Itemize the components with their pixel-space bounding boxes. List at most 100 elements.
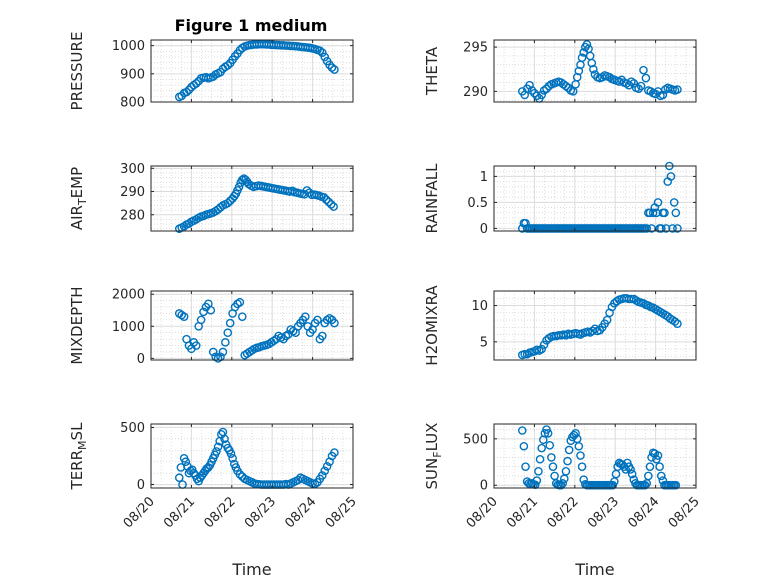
data-point — [564, 445, 574, 455]
y-axis-label: THETA — [423, 46, 441, 96]
y-tick-label: 5 — [480, 335, 488, 350]
data-point — [535, 454, 545, 464]
y-tick-label: 0 — [137, 352, 145, 367]
y-tick-label: 0 — [137, 478, 145, 493]
data-point — [661, 224, 671, 233]
data-point — [206, 305, 216, 315]
y-tick-label: 500 — [120, 421, 145, 436]
data-point — [181, 457, 191, 467]
y-tick-label: 800 — [120, 96, 145, 111]
data-point — [627, 294, 636, 304]
data-point — [319, 193, 329, 202]
y-tick-label: 290 — [463, 85, 488, 100]
data-point — [653, 198, 663, 207]
y-tick-label: 0 — [480, 222, 488, 237]
axes-box — [150, 290, 354, 361]
data-point — [673, 85, 682, 94]
data-point — [561, 81, 571, 91]
axes-box — [493, 165, 697, 232]
data-point — [548, 462, 558, 471]
data-point — [234, 182, 244, 192]
data-point — [228, 453, 237, 463]
data-point — [532, 91, 542, 101]
y-axis-label: PRESSURE — [68, 32, 86, 111]
y-axis-label: RAINFALL — [423, 163, 441, 234]
data-point — [582, 40, 592, 49]
axes-box — [493, 423, 697, 489]
data-point — [556, 480, 566, 490]
data-point — [658, 90, 668, 100]
data-point — [558, 479, 567, 488]
data-point — [330, 65, 339, 74]
data-point — [330, 448, 339, 457]
data-point — [223, 328, 233, 338]
axes-panel-5: 0 1000 2000 MIXDEPTH — [68, 286, 354, 367]
data-point — [542, 84, 551, 94]
data-point — [223, 198, 233, 208]
figure-title: Figure 1 medium — [175, 16, 328, 35]
data-point — [671, 480, 681, 490]
y-tick-label: 290 — [120, 185, 145, 200]
y-tick-label: 280 — [120, 208, 145, 223]
data-point — [577, 462, 587, 471]
x-axis-label: Time — [231, 560, 271, 579]
y-tick-label: 2000 — [112, 288, 145, 303]
axes-box — [150, 39, 354, 103]
data-point — [313, 315, 322, 325]
axes-panel-6: 5 10 H2OMIXRA — [423, 285, 697, 366]
x-axis-label: Time — [574, 560, 614, 579]
data-point — [642, 224, 652, 233]
data-point — [182, 87, 191, 97]
series-markers — [517, 425, 681, 490]
data-point — [605, 72, 614, 82]
y-tick-label: 1 — [480, 170, 488, 185]
data-point — [322, 461, 332, 471]
axes-panel-2: 290 295 THETA — [423, 39, 697, 103]
data-point — [539, 340, 549, 350]
data-point — [532, 476, 542, 485]
data-point — [218, 347, 228, 357]
data-point — [324, 197, 334, 207]
axes-panel-1: 800 900 1000 PRESSURE — [68, 32, 354, 111]
data-point — [576, 451, 585, 460]
axes-panel-4: 0 0.5 1 RAINFALL — [423, 161, 697, 237]
data-point — [641, 73, 651, 83]
data-point — [235, 469, 245, 479]
data-point — [673, 319, 682, 328]
data-point — [315, 46, 325, 56]
data-point — [577, 53, 587, 63]
data-point — [238, 175, 247, 185]
data-point — [673, 224, 682, 233]
data-point — [574, 441, 584, 451]
series-markers — [174, 39, 339, 102]
data-point — [666, 172, 676, 181]
data-point — [563, 456, 572, 466]
y-axis-label: AIRTEMP — [68, 167, 89, 230]
axes-box — [150, 423, 354, 489]
data-point — [561, 467, 571, 476]
y-tick-label: 500 — [463, 432, 488, 447]
data-point — [327, 63, 337, 72]
data-point — [213, 442, 223, 452]
y-tick-label: 1000 — [112, 39, 145, 54]
data-point — [645, 462, 655, 471]
data-point — [627, 469, 637, 479]
data-point — [235, 297, 245, 307]
data-point — [330, 318, 339, 328]
data-point — [655, 462, 664, 471]
data-point — [517, 426, 527, 435]
data-point — [191, 341, 201, 350]
data-point — [191, 79, 201, 88]
y-tick-label: 300 — [120, 162, 145, 177]
data-point — [537, 90, 546, 100]
data-point — [571, 428, 580, 438]
data-point — [589, 64, 598, 74]
data-point — [639, 65, 648, 75]
data-point — [547, 453, 556, 462]
data-point — [220, 434, 229, 444]
data-point — [668, 224, 677, 233]
data-point — [671, 208, 681, 218]
y-axis-label: TERRMSL — [68, 422, 89, 491]
